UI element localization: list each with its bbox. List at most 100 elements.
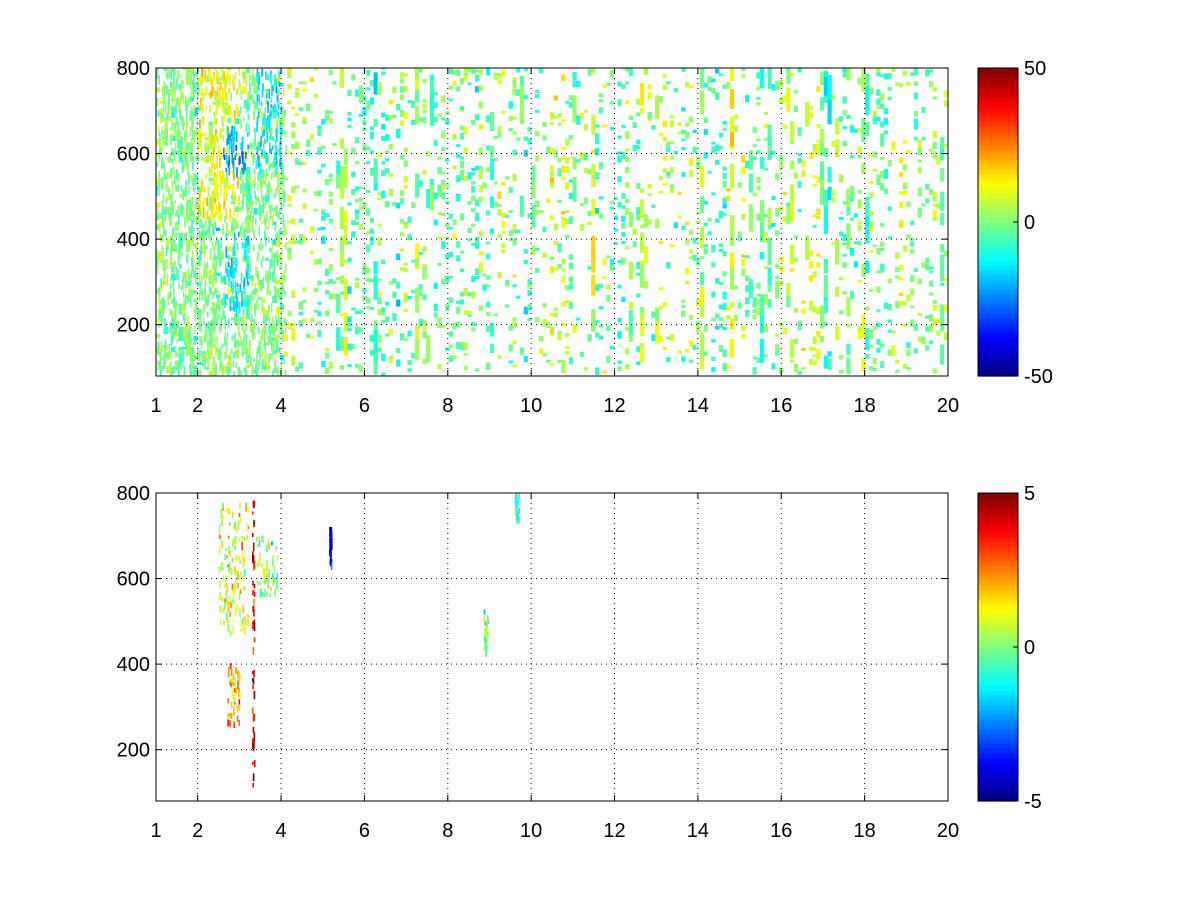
heatmap-cell bbox=[591, 235, 596, 262]
heatmap-cell bbox=[158, 286, 161, 298]
heatmap-cell bbox=[681, 299, 686, 303]
heatmap-cell bbox=[636, 101, 641, 105]
heatmap-cell bbox=[181, 148, 184, 158]
heatmap-cell bbox=[165, 124, 167, 135]
heatmap-cell bbox=[191, 142, 194, 148]
heatmap-cell bbox=[808, 152, 813, 159]
heatmap-cell bbox=[205, 264, 208, 277]
heatmap-cell bbox=[213, 356, 215, 366]
heatmap-cell bbox=[463, 147, 468, 151]
heatmap-cell bbox=[564, 285, 570, 291]
heatmap-cell bbox=[241, 298, 244, 304]
heatmap-cell bbox=[403, 73, 408, 77]
heatmap-cell bbox=[241, 340, 244, 352]
heatmap-cell bbox=[268, 354, 271, 361]
heatmap-cell bbox=[752, 314, 757, 320]
heatmap-cell bbox=[621, 205, 626, 210]
heatmap-cell bbox=[486, 619, 489, 626]
heatmap-cell bbox=[158, 361, 161, 366]
heatmap-cell bbox=[271, 342, 273, 351]
heatmap-cell bbox=[234, 566, 236, 573]
heatmap-cell bbox=[343, 166, 348, 188]
heatmap-cell bbox=[609, 200, 615, 204]
heatmap-cell bbox=[366, 306, 371, 309]
heatmap-cell bbox=[279, 124, 281, 136]
heatmap-cell bbox=[932, 304, 937, 311]
heatmap-cell bbox=[456, 342, 461, 350]
heatmap-cell bbox=[358, 93, 363, 101]
heatmap-cell bbox=[194, 368, 197, 376]
heatmap-cell bbox=[211, 202, 213, 214]
heatmap-cell bbox=[624, 167, 630, 174]
heatmap-cell bbox=[336, 160, 341, 186]
heatmap-cell bbox=[200, 147, 203, 153]
heatmap-cell bbox=[263, 129, 265, 136]
heatmap-cell bbox=[497, 79, 502, 85]
colorbar-tick-label: 50 bbox=[1024, 58, 1046, 80]
heatmap-cell bbox=[274, 275, 277, 284]
heatmap-cell bbox=[898, 172, 903, 177]
heatmap-cell bbox=[767, 207, 772, 228]
heatmap-cell bbox=[504, 214, 510, 218]
heatmap-cell bbox=[377, 308, 382, 316]
heatmap-cell bbox=[226, 332, 229, 339]
heatmap-cell bbox=[197, 77, 200, 83]
heatmap-cell bbox=[636, 293, 641, 298]
heatmap-cell bbox=[354, 363, 359, 368]
heatmap-cell bbox=[158, 171, 161, 177]
heatmap-cell bbox=[254, 332, 256, 339]
heatmap-cell bbox=[670, 186, 675, 194]
heatmap-cell bbox=[236, 283, 239, 288]
heatmap-cell bbox=[940, 344, 945, 365]
heatmap-cell bbox=[407, 330, 412, 337]
heatmap-cell bbox=[237, 197, 240, 206]
heatmap-cell bbox=[902, 301, 907, 306]
heatmap-cell bbox=[283, 223, 286, 232]
heatmap-cell bbox=[598, 93, 603, 98]
heatmap-cell bbox=[441, 241, 446, 249]
heatmap-cell bbox=[726, 81, 731, 89]
heatmap-cell bbox=[943, 278, 948, 282]
heatmap-cell bbox=[170, 325, 173, 335]
heatmap-cell bbox=[512, 322, 517, 328]
heatmap-cell bbox=[662, 120, 667, 128]
heatmap-cell bbox=[186, 142, 191, 150]
heatmap-cell bbox=[534, 267, 540, 273]
heatmap-cell bbox=[287, 220, 292, 224]
heatmap-cell bbox=[377, 223, 382, 227]
heatmap-cell bbox=[228, 667, 230, 671]
heatmap-cell bbox=[902, 245, 907, 252]
heatmap-cell bbox=[730, 68, 735, 81]
heatmap-cell bbox=[238, 110, 240, 117]
heatmap-cell bbox=[196, 99, 199, 105]
heatmap-cell bbox=[351, 171, 356, 176]
heatmap-cell bbox=[256, 147, 259, 155]
heatmap-cell bbox=[331, 538, 333, 543]
heatmap-cell bbox=[192, 250, 194, 263]
heatmap-cell bbox=[681, 138, 686, 142]
heatmap-cell bbox=[208, 321, 210, 330]
heatmap-cell bbox=[257, 153, 259, 160]
heatmap-cell bbox=[347, 257, 352, 263]
heatmap-cell bbox=[161, 245, 164, 258]
heatmap-cell bbox=[932, 151, 937, 159]
heatmap-cell bbox=[204, 187, 206, 192]
heatmap-cell bbox=[332, 294, 337, 300]
heatmap-cell bbox=[422, 320, 427, 326]
heatmap-cell bbox=[703, 351, 708, 356]
heatmap-cell bbox=[215, 128, 217, 138]
heatmap-cell bbox=[178, 282, 180, 289]
heatmap-cell bbox=[245, 77, 248, 87]
heatmap-cell bbox=[876, 69, 881, 77]
heatmap-cell bbox=[195, 274, 197, 285]
heatmap-cell bbox=[760, 68, 765, 88]
heatmap-cell bbox=[170, 217, 173, 226]
heatmap-cell bbox=[564, 234, 570, 239]
heatmap-cell bbox=[377, 88, 382, 95]
colorbar-segment bbox=[978, 101, 1018, 108]
colorbar-segment bbox=[978, 361, 1018, 367]
heatmap-cell bbox=[220, 236, 223, 249]
heatmap-cell bbox=[373, 261, 378, 275]
heatmap-cell bbox=[857, 154, 862, 159]
heatmap-cell bbox=[583, 197, 588, 205]
